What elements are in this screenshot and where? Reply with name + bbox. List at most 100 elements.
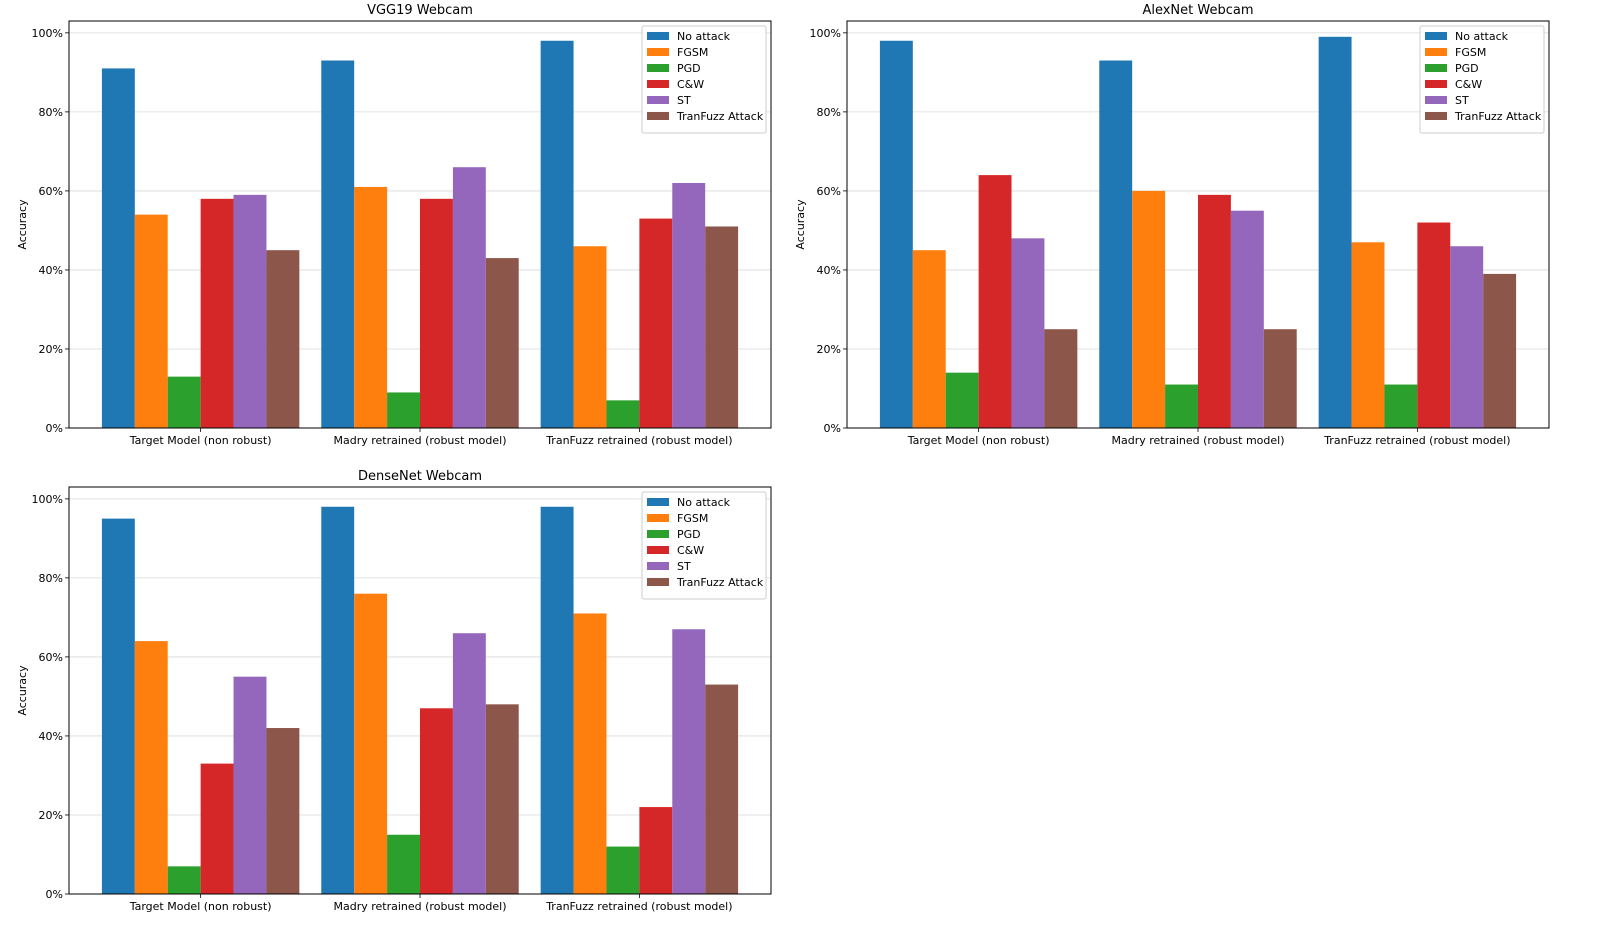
- legend-swatch: [1425, 112, 1447, 120]
- chart-title: VGG19 Webcam: [367, 3, 473, 18]
- legend-label: TranFuzz Attack: [1454, 110, 1542, 123]
- y-tick-label: 100%: [32, 493, 63, 506]
- x-tick-label: TranFuzz retrained (robust model): [1323, 434, 1510, 447]
- chart-panel-1: VGG19 Webcam 0% 20% 40% 60% 80% 100% Accuracy Ta…: [16, 3, 772, 447]
- bar-c-w-1: [200, 763, 234, 894]
- y-tick-label: 40%: [39, 264, 63, 277]
- legend-box: [641, 491, 767, 600]
- legend-swatch: [647, 80, 669, 88]
- legend: No attack FGSM PGD C&W ST TranFuzz Attack: [1419, 25, 1545, 134]
- legend-label: ST: [677, 94, 691, 107]
- y-tick-label: 0%: [46, 888, 63, 901]
- bar-st-3: [1450, 246, 1484, 428]
- legend-swatch: [647, 498, 669, 506]
- bar-c-w-3: [639, 218, 673, 428]
- bar-fgsm-2: [354, 593, 388, 894]
- legend-swatch: [647, 64, 669, 72]
- bar-fgsm-1: [134, 214, 168, 428]
- legend-swatch: [1425, 32, 1447, 40]
- legend-swatch: [647, 578, 669, 586]
- bar-no-attack-2: [1099, 60, 1133, 429]
- bar-no-attack-2: [321, 506, 355, 894]
- bar-fgsm-3: [573, 246, 607, 428]
- legend-swatch: [1425, 64, 1447, 72]
- x-tick-label: TranFuzz retrained (robust model): [545, 434, 732, 447]
- legend-label: PGD: [1455, 62, 1479, 75]
- legend-label: ST: [1455, 94, 1469, 107]
- bar-fgsm-2: [354, 186, 388, 428]
- bar-tranfuzz-attack-2: [1263, 329, 1297, 428]
- bar-pgd-2: [1165, 384, 1198, 428]
- bar-c-w-2: [1198, 194, 1231, 428]
- y-axis-label: Accuracy: [16, 665, 29, 716]
- legend-swatch: [647, 514, 669, 522]
- x-tick-label: TranFuzz retrained (robust model): [545, 900, 732, 913]
- bar-tranfuzz-attack-3: [1483, 273, 1517, 428]
- x-tick-label: Target Model (non robust): [129, 900, 272, 913]
- bar-tranfuzz-attack-1: [1044, 329, 1078, 428]
- bar-pgd-3: [1384, 384, 1418, 428]
- y-tick-label: 0%: [46, 422, 63, 435]
- legend-box: [1419, 25, 1545, 134]
- plot-frame: [68, 20, 772, 429]
- bar-st-1: [233, 194, 267, 428]
- y-axis-label: Accuracy: [16, 199, 29, 250]
- plot-frame: [68, 486, 772, 895]
- legend-swatch: [647, 546, 669, 554]
- legend-label: No attack: [677, 496, 731, 509]
- bar-c-w-2: [420, 708, 453, 894]
- x-tick-label: Madry retrained (robust model): [334, 900, 507, 913]
- bar-no-attack-3: [1318, 36, 1352, 429]
- y-tick-label: 60%: [817, 185, 841, 198]
- legend-label: ST: [677, 560, 691, 573]
- bar-pgd-3: [606, 400, 640, 428]
- chart-panel-2: AlexNet Webcam 0% 20% 40% 60% 80% 100% Accuracy…: [794, 3, 1550, 447]
- bar-pgd-3: [606, 846, 640, 894]
- legend-swatch: [647, 96, 669, 104]
- legend-swatch: [647, 562, 669, 570]
- bar-fgsm-1: [912, 250, 946, 428]
- x-tick-label: Target Model (non robust): [129, 434, 272, 447]
- legend-label: TranFuzz Attack: [676, 576, 764, 589]
- bar-c-w-3: [639, 807, 673, 894]
- chart-title: AlexNet Webcam: [1142, 3, 1253, 18]
- legend-swatch: [1425, 80, 1447, 88]
- bar-c-w-3: [1417, 222, 1451, 428]
- plot-frame: [846, 20, 1550, 429]
- legend-label: FGSM: [677, 512, 708, 525]
- bar-no-attack-1: [879, 40, 913, 428]
- legend-label: No attack: [677, 30, 731, 43]
- y-tick-label: 100%: [810, 27, 841, 40]
- y-tick-label: 60%: [39, 185, 63, 198]
- bar-no-attack-2: [321, 60, 355, 429]
- legend-label: C&W: [1455, 78, 1482, 91]
- y-tick-label: 40%: [39, 730, 63, 743]
- bar-no-attack-1: [101, 68, 135, 428]
- bar-pgd-1: [945, 372, 979, 428]
- bar-tranfuzz-attack-3: [705, 684, 739, 894]
- bar-c-w-1: [200, 198, 234, 428]
- y-tick-label: 60%: [39, 651, 63, 664]
- y-tick-label: 20%: [39, 809, 63, 822]
- bar-st-2: [1230, 210, 1264, 428]
- legend-label: No attack: [1455, 30, 1509, 43]
- bar-c-w-1: [978, 175, 1012, 428]
- bar-no-attack-1: [101, 518, 135, 894]
- y-tick-label: 80%: [817, 106, 841, 119]
- chart-title: DenseNet Webcam: [358, 469, 482, 484]
- legend-label: C&W: [677, 544, 704, 557]
- bar-tranfuzz-attack-2: [485, 258, 519, 428]
- legend-swatch: [1425, 96, 1447, 104]
- bar-st-1: [233, 676, 267, 894]
- legend-swatch: [647, 32, 669, 40]
- bar-no-attack-3: [540, 40, 574, 428]
- bar-pgd-2: [387, 834, 420, 894]
- bar-st-3: [672, 629, 706, 894]
- y-tick-label: 80%: [39, 572, 63, 585]
- y-tick-label: 100%: [32, 27, 63, 40]
- legend-label: FGSM: [1455, 46, 1486, 59]
- bar-tranfuzz-attack-1: [266, 728, 300, 894]
- bar-pgd-1: [167, 866, 201, 894]
- y-tick-label: 0%: [824, 422, 841, 435]
- chart-panel-3: DenseNet Webcam 0% 20% 40% 60% 80% 100% Accurac…: [16, 469, 772, 913]
